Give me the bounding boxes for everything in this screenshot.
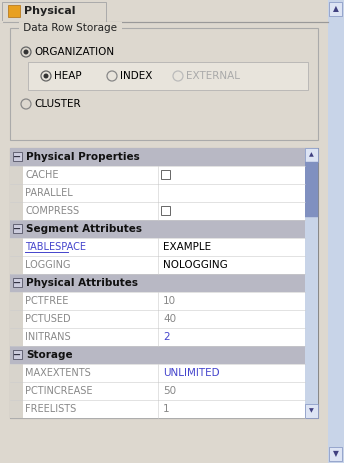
Text: PARALLEL: PARALLEL (25, 188, 73, 198)
Text: −: − (13, 277, 22, 288)
Text: 50: 50 (163, 386, 176, 396)
Text: ▼: ▼ (309, 408, 314, 413)
Text: CLUSTER: CLUSTER (34, 99, 80, 109)
Circle shape (23, 50, 29, 55)
Bar (10, 292, 23, 310)
Bar (10, 148, 318, 418)
Text: 2: 2 (163, 332, 170, 342)
Text: Data Row Storage: Data Row Storage (20, 23, 120, 33)
Bar (10, 364, 23, 382)
Text: UNLIMITED: UNLIMITED (163, 368, 219, 378)
Bar (13, 278, 22, 287)
Text: Segment Attributes: Segment Attributes (26, 224, 142, 234)
Bar (13, 224, 22, 233)
Bar (10, 166, 305, 184)
Text: −: − (13, 350, 22, 359)
Text: TABLESPACE: TABLESPACE (25, 242, 86, 252)
Bar (8, 5, 20, 17)
Text: ▼: ▼ (333, 450, 338, 458)
Text: LOGGING: LOGGING (25, 260, 71, 270)
Bar (305, 162, 318, 217)
Text: CACHE: CACHE (25, 170, 58, 180)
Text: INDEX: INDEX (120, 71, 152, 81)
Bar (13, 350, 22, 359)
Text: −: − (13, 151, 22, 162)
Bar (10, 256, 305, 274)
Bar (10, 400, 305, 418)
Bar (305, 404, 318, 418)
Bar (13, 152, 22, 161)
Bar (10, 148, 305, 166)
Circle shape (43, 74, 49, 79)
Text: ▲: ▲ (333, 5, 338, 13)
Bar (10, 238, 305, 256)
Bar (10, 202, 305, 220)
Text: FREELISTS: FREELISTS (25, 404, 76, 414)
Bar (10, 310, 305, 328)
Bar (328, 0, 344, 463)
Bar (10, 382, 305, 400)
Text: MAXEXTENTS: MAXEXTENTS (25, 368, 91, 378)
Text: Physical Attributes: Physical Attributes (26, 278, 138, 288)
Bar (10, 274, 305, 292)
Text: INITRANS: INITRANS (25, 332, 71, 342)
Bar (10, 184, 23, 202)
Bar (10, 28, 318, 140)
Bar (10, 238, 23, 256)
Bar (10, 166, 23, 184)
Text: EXTERNAL: EXTERNAL (186, 71, 240, 81)
Bar (10, 364, 305, 382)
Bar (161, 170, 170, 179)
Bar (305, 148, 318, 162)
Bar (10, 328, 305, 346)
Text: −: − (13, 224, 22, 233)
Bar (10, 310, 23, 328)
Bar (10, 328, 23, 346)
Text: 40: 40 (163, 314, 176, 324)
Bar (28, 62, 308, 90)
Bar (329, 2, 342, 16)
Text: Physical Properties: Physical Properties (26, 152, 140, 162)
Bar (10, 292, 305, 310)
Text: Physical: Physical (24, 6, 75, 16)
Text: 10: 10 (163, 296, 176, 306)
Text: Storage: Storage (26, 350, 73, 360)
Text: ▲: ▲ (309, 152, 314, 157)
Bar (10, 382, 23, 400)
Text: EXAMPLE: EXAMPLE (163, 242, 211, 252)
Bar (10, 202, 23, 220)
Text: ORGANIZATION: ORGANIZATION (34, 47, 114, 57)
Bar (10, 184, 305, 202)
Text: 1: 1 (163, 404, 170, 414)
Bar (10, 346, 305, 364)
Text: COMPRESS: COMPRESS (25, 206, 79, 216)
Bar (10, 256, 23, 274)
Text: PCTUSED: PCTUSED (25, 314, 71, 324)
Bar (329, 447, 342, 461)
Bar (305, 148, 318, 418)
Bar (2, 2, 106, 22)
Text: PCTFREE: PCTFREE (25, 296, 68, 306)
Text: HEAP: HEAP (54, 71, 82, 81)
Bar (10, 220, 305, 238)
Bar (161, 206, 170, 215)
Text: PCTINCREASE: PCTINCREASE (25, 386, 93, 396)
Bar (10, 400, 23, 418)
Text: NOLOGGING: NOLOGGING (163, 260, 228, 270)
